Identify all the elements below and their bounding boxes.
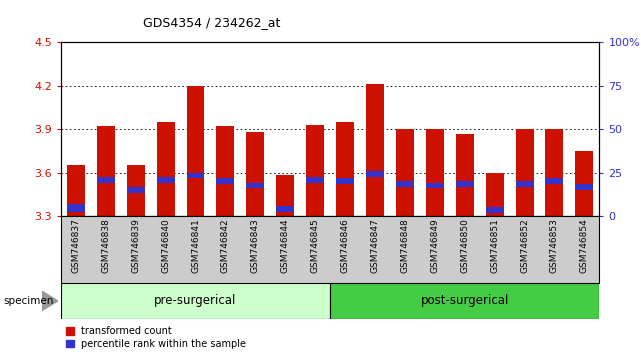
Bar	[246, 183, 264, 188]
Bar	[336, 122, 354, 216]
Bar	[576, 184, 594, 190]
Text: GSM746851: GSM746851	[490, 218, 499, 273]
Bar	[515, 181, 533, 187]
Bar	[486, 207, 504, 213]
Text: GSM746839: GSM746839	[131, 218, 140, 273]
Bar	[187, 172, 204, 178]
Polygon shape	[42, 291, 58, 311]
Bar	[127, 165, 145, 216]
Bar	[456, 181, 474, 187]
Bar	[366, 171, 384, 177]
Text: GSM746843: GSM746843	[251, 218, 260, 273]
Bar	[396, 181, 414, 187]
Bar	[61, 283, 330, 319]
Text: GSM746852: GSM746852	[520, 218, 529, 273]
Bar	[396, 129, 414, 216]
Bar	[306, 177, 324, 183]
Bar	[246, 132, 264, 216]
Text: GSM746847: GSM746847	[370, 218, 379, 273]
Bar	[187, 86, 204, 216]
Bar	[67, 165, 85, 216]
Text: pre-surgerical: pre-surgerical	[154, 295, 237, 307]
Text: specimen: specimen	[3, 296, 54, 306]
Text: GSM746846: GSM746846	[340, 218, 349, 273]
Bar	[576, 151, 594, 216]
Text: GSM746844: GSM746844	[281, 218, 290, 273]
Legend: transformed count, percentile rank within the sample: transformed count, percentile rank withi…	[66, 326, 246, 349]
Text: GSM746842: GSM746842	[221, 218, 230, 273]
Bar	[366, 84, 384, 216]
Text: GSM746853: GSM746853	[550, 218, 559, 273]
Bar	[426, 183, 444, 188]
Text: GSM746854: GSM746854	[580, 218, 589, 273]
Bar	[156, 122, 174, 216]
Bar	[456, 133, 474, 216]
Bar	[426, 129, 444, 216]
Bar	[156, 177, 174, 183]
Text: GDS4354 / 234262_at: GDS4354 / 234262_at	[143, 16, 280, 29]
Bar	[545, 178, 563, 184]
Bar	[276, 206, 294, 212]
Text: GSM746848: GSM746848	[401, 218, 410, 273]
Text: GSM746838: GSM746838	[101, 218, 110, 273]
Text: GSM746840: GSM746840	[161, 218, 170, 273]
Bar	[97, 177, 115, 183]
Bar	[336, 178, 354, 184]
Bar	[330, 283, 599, 319]
Bar	[217, 178, 235, 184]
Text: GSM746837: GSM746837	[71, 218, 80, 273]
Bar	[97, 126, 115, 216]
Bar	[127, 187, 145, 193]
Bar	[545, 129, 563, 216]
Text: GSM746845: GSM746845	[311, 218, 320, 273]
Text: GSM746849: GSM746849	[430, 218, 439, 273]
Bar	[515, 129, 533, 216]
Bar	[217, 126, 235, 216]
Bar	[276, 176, 294, 216]
Bar	[306, 125, 324, 216]
Bar	[486, 172, 504, 216]
Text: GSM746841: GSM746841	[191, 218, 200, 273]
Text: post-surgerical: post-surgerical	[420, 295, 509, 307]
Text: GSM746850: GSM746850	[460, 218, 469, 273]
Bar	[67, 204, 85, 212]
